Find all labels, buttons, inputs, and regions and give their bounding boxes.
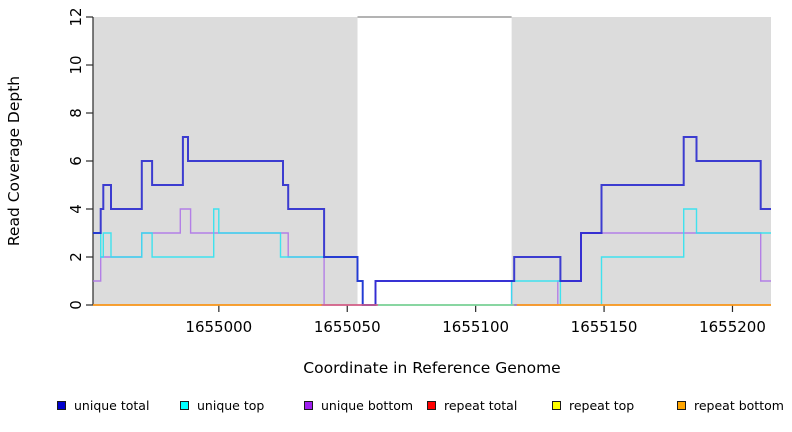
y-tick-label: 4 [67, 204, 85, 214]
legend-swatch [57, 400, 66, 410]
y-tick-label: 8 [67, 108, 85, 118]
legend-label: unique total [74, 397, 150, 413]
legend-label: repeat bottom [694, 397, 784, 413]
x-tick-label: 1655200 [699, 318, 766, 336]
legend-swatch [304, 400, 313, 410]
x-tick-label: 1655000 [185, 318, 252, 336]
x-tick-label: 1655050 [314, 318, 381, 336]
x-axis-label: Coordinate in Reference Genome [303, 359, 560, 377]
y-tick-label: 2 [67, 252, 85, 262]
legend-label: unique top [197, 397, 265, 413]
legend-item-unique-total: unique total [57, 397, 150, 413]
x-tick-label: 1655150 [571, 318, 638, 336]
legend-label: repeat total [444, 397, 518, 413]
legend-item-repeat-total: repeat total [427, 397, 518, 413]
legend-swatch [180, 400, 189, 410]
legend-swatch [427, 400, 436, 410]
y-axis-label: Read Coverage Depth [5, 76, 23, 246]
legend-item-unique-bottom: unique bottom [304, 397, 414, 413]
y-tick-label: 0 [67, 300, 85, 310]
y-tick-label: 12 [67, 7, 85, 26]
legend-swatch [677, 400, 686, 410]
legend-label: unique bottom [321, 397, 414, 413]
series-line-unique-top [93, 208, 771, 306]
legend-item-unique-top: unique top [180, 397, 265, 413]
y-tick-label: 10 [67, 55, 85, 74]
y-tick-label: 6 [67, 156, 85, 166]
legend-item-repeat-top: repeat top [552, 397, 635, 413]
legend-swatch [552, 400, 561, 410]
legend-item-repeat-bottom: repeat bottom [677, 397, 784, 413]
series-line-unique-total [93, 136, 771, 306]
legend-label: repeat top [569, 397, 635, 413]
x-tick-label: 1655100 [442, 318, 509, 336]
